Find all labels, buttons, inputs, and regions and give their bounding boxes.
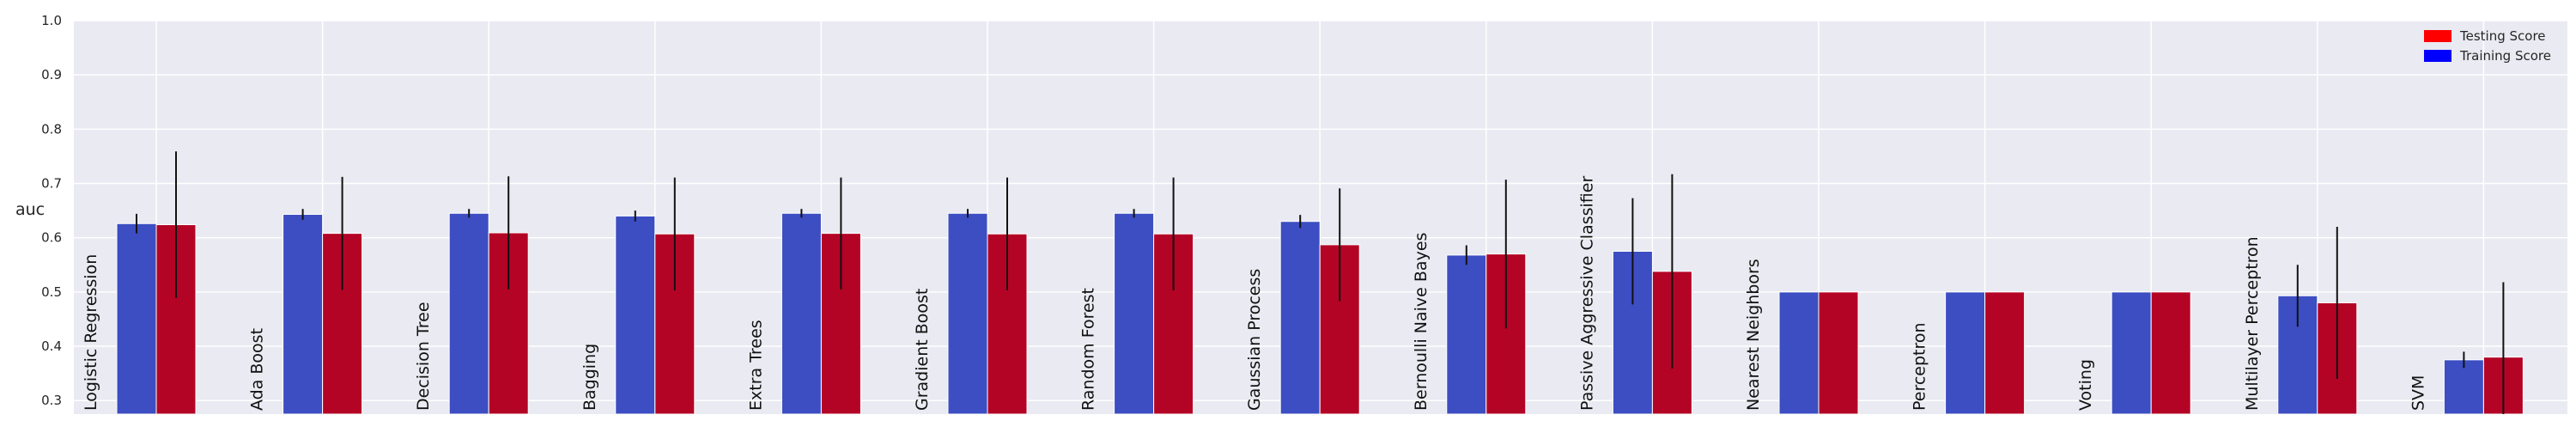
category-label: SVM xyxy=(2409,375,2427,411)
category-label: Perceptron xyxy=(1911,322,1929,411)
y-tick-label: 0.4 xyxy=(41,338,62,354)
bar-testing xyxy=(1818,291,1859,415)
y-axis-label: auc xyxy=(15,200,45,219)
bar-training xyxy=(1279,221,1321,415)
bar-training xyxy=(615,215,656,415)
y-tick-label: 0.3 xyxy=(41,393,62,408)
legend-swatch-testing xyxy=(2424,30,2451,42)
category-label: Decision Tree xyxy=(414,302,433,411)
bar-training xyxy=(1114,212,1155,415)
y-tick-label: 0.7 xyxy=(41,176,62,192)
bar-testing xyxy=(1984,291,2026,415)
bar-training xyxy=(448,212,489,415)
y-tick-label: 0.6 xyxy=(41,230,62,246)
category-label: Passive Aggressive Classifier xyxy=(1577,176,1596,411)
error-bars xyxy=(136,151,2505,414)
category-labels: Logistic Regression Ada Boost Decision Tre… xyxy=(82,176,2427,411)
bar-training xyxy=(2111,291,2152,415)
y-tick-label: 1.0 xyxy=(41,13,62,28)
bar-training xyxy=(2443,359,2484,415)
bar-training xyxy=(283,214,324,415)
category-label: Bagging xyxy=(580,344,599,411)
category-label: Nearest Neighbors xyxy=(1744,259,1763,411)
y-tick-label: 0.8 xyxy=(41,121,62,137)
legend: Testing Score Training Score xyxy=(2424,28,2551,64)
category-label: Voting xyxy=(2076,359,2095,411)
y-tick-label: 0.9 xyxy=(41,67,62,82)
category-label: Random Forest xyxy=(1079,288,1098,411)
bar-training xyxy=(781,212,822,415)
y-tick-label: 0.5 xyxy=(41,284,62,300)
category-label: Ada Boost xyxy=(248,328,267,411)
legend-swatch-training xyxy=(2424,50,2451,62)
bar-training xyxy=(947,212,988,415)
category-label: Bernoulli Naive Bayes xyxy=(1412,233,1431,411)
category-label: Extra Trees xyxy=(746,320,765,411)
category-label: Logistic Regression xyxy=(82,254,100,411)
category-label: Gradient Boost xyxy=(913,289,932,411)
bar-training xyxy=(1945,291,1986,415)
bar-training xyxy=(1778,291,1820,415)
category-label: Multilayer Perceptron xyxy=(2243,236,2262,411)
legend-label-testing: Testing Score xyxy=(2459,28,2546,44)
bar-testing xyxy=(2150,291,2191,415)
category-label: Gaussian Process xyxy=(1245,269,1264,411)
legend-label-training: Training Score xyxy=(2459,48,2551,64)
y-tick-labels: 0.3 0.4 0.5 0.6 0.7 0.8 0.9 1.0 xyxy=(41,13,62,408)
bar-training xyxy=(116,223,157,415)
bar-training xyxy=(1446,254,1487,415)
